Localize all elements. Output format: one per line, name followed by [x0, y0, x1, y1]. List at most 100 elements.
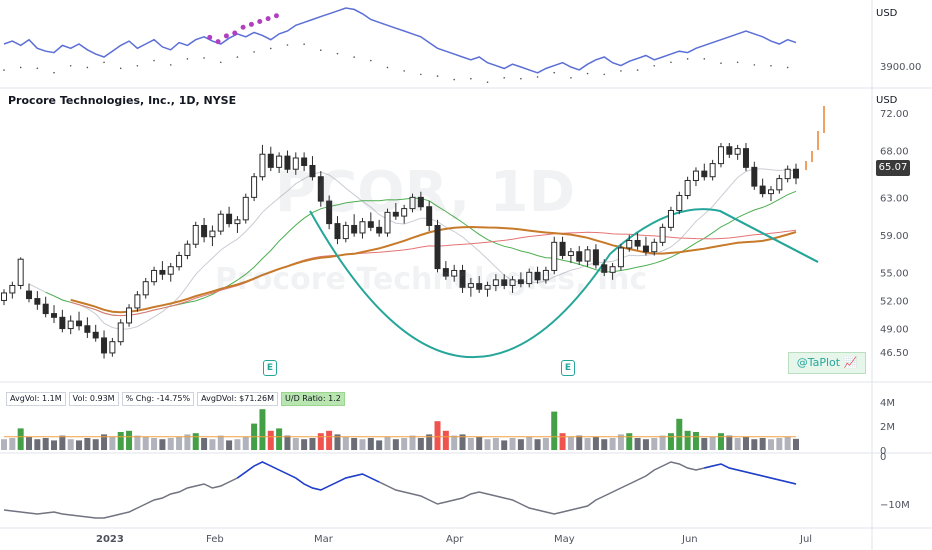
- candle-body: [584, 249, 591, 262]
- candle-body: [51, 313, 58, 318]
- candle-body: [759, 185, 766, 195]
- volume-bar: [17, 428, 24, 450]
- volume-bar: [742, 436, 749, 450]
- index-dot: [470, 77, 472, 80]
- volume-bar: [292, 438, 299, 450]
- volume-bar: [726, 435, 733, 450]
- candle-body: [351, 224, 358, 234]
- index-dot: [536, 76, 539, 78]
- top-panel-currency: USD: [876, 8, 898, 19]
- volume-bar: [384, 436, 391, 450]
- index-dot: [653, 64, 656, 67]
- volume-bar: [259, 409, 266, 450]
- candle-body: [601, 264, 608, 273]
- index-dot: [503, 77, 506, 79]
- volume-bar: [709, 436, 716, 450]
- candle-body: [592, 249, 599, 266]
- candle-body: [467, 283, 474, 288]
- volume-bar: [126, 430, 133, 450]
- index-dot: [103, 61, 105, 64]
- volume-bar: [692, 432, 699, 450]
- index-dot: [636, 69, 639, 71]
- candle-body: [517, 279, 524, 285]
- volume-tick-label: 0: [880, 446, 886, 457]
- volume-bar: [617, 434, 624, 450]
- volume-bar: [67, 439, 74, 450]
- candle-body: [309, 164, 316, 178]
- index-dot: [136, 64, 139, 67]
- index-dot: [720, 62, 722, 64]
- candle-body: [342, 224, 349, 240]
- volume-bar: [776, 438, 783, 450]
- candle-body: [142, 281, 149, 296]
- rs-new-high-dot: [240, 24, 246, 30]
- volume-bar: [192, 433, 199, 450]
- index-dot: [320, 49, 322, 51]
- index-dot: [53, 71, 55, 74]
- earnings-badge-may[interactable]: E: [561, 360, 575, 376]
- index-dot: [203, 57, 205, 59]
- volume-bar: [542, 438, 549, 450]
- candle-body: [542, 269, 549, 281]
- volume-bar: [217, 435, 224, 450]
- up-down-ratio-stat: U/D Ratio: 1.2: [281, 392, 345, 406]
- index-dot: [153, 59, 155, 62]
- candle-body: [59, 316, 66, 330]
- relative-strength-line: [3, 7, 797, 74]
- candle-body: [376, 226, 383, 234]
- volume-bar: [676, 418, 683, 450]
- volume-bar: [434, 421, 441, 450]
- index-dot: [453, 78, 455, 81]
- volume-tick-label: 2M: [880, 422, 895, 433]
- volume-bar: [59, 435, 66, 450]
- price-tick-label: 63.00: [880, 193, 909, 204]
- candle-body: [17, 258, 24, 286]
- rs-new-high-dot: [215, 39, 221, 45]
- candle-body: [76, 320, 83, 327]
- candle-body: [717, 146, 724, 165]
- candle-body: [159, 269, 166, 275]
- candle-body: [501, 279, 508, 286]
- candle-body: [634, 239, 641, 247]
- volume-bar: [76, 440, 83, 450]
- taplot-attribution: @TaPlot 📈: [788, 352, 866, 374]
- vol-stat: Vol: 0.93M: [68, 392, 119, 406]
- volume-bar: [701, 438, 708, 450]
- volume-bar: [34, 439, 41, 450]
- volume-bar: [226, 440, 233, 450]
- ma-200-line: [70, 225, 797, 314]
- volume-bar: [301, 439, 308, 450]
- volume-bar: [784, 436, 791, 450]
- ma-10-line: [28, 168, 797, 330]
- candle-body: [617, 247, 624, 268]
- candle-body: [642, 245, 649, 253]
- candle-body: [226, 213, 233, 225]
- volume-bar: [84, 438, 91, 450]
- time-axis-label: Jul: [799, 534, 812, 545]
- candle-body: [492, 279, 499, 286]
- index-dot: [19, 66, 22, 69]
- candle-body: [251, 176, 258, 198]
- rs-new-high-dot: [248, 21, 254, 27]
- volume-bar: [159, 439, 166, 450]
- volume-bar: [584, 438, 591, 450]
- volume-bar: [109, 436, 116, 450]
- avg-dollar-vol-stat: AvgDVol: $71.26M: [197, 392, 279, 406]
- index-dot: [336, 52, 339, 55]
- volume-bar: [484, 439, 491, 450]
- volume-bar: [284, 435, 291, 450]
- index-dot: [36, 67, 39, 70]
- ticker-watermark: PCOR, 1D: [275, 160, 576, 225]
- index-dot: [686, 58, 689, 60]
- volume-bar: [334, 434, 341, 450]
- candle-body: [426, 206, 433, 226]
- volume-bar: [401, 438, 408, 450]
- rs-new-high-dot: [273, 13, 279, 19]
- candle-body: [34, 298, 41, 305]
- candle-body: [117, 322, 124, 343]
- candle-body: [509, 279, 516, 286]
- earnings-badge-feb[interactable]: E: [263, 360, 277, 376]
- candle-body: [776, 178, 783, 191]
- index-dot: [253, 51, 255, 53]
